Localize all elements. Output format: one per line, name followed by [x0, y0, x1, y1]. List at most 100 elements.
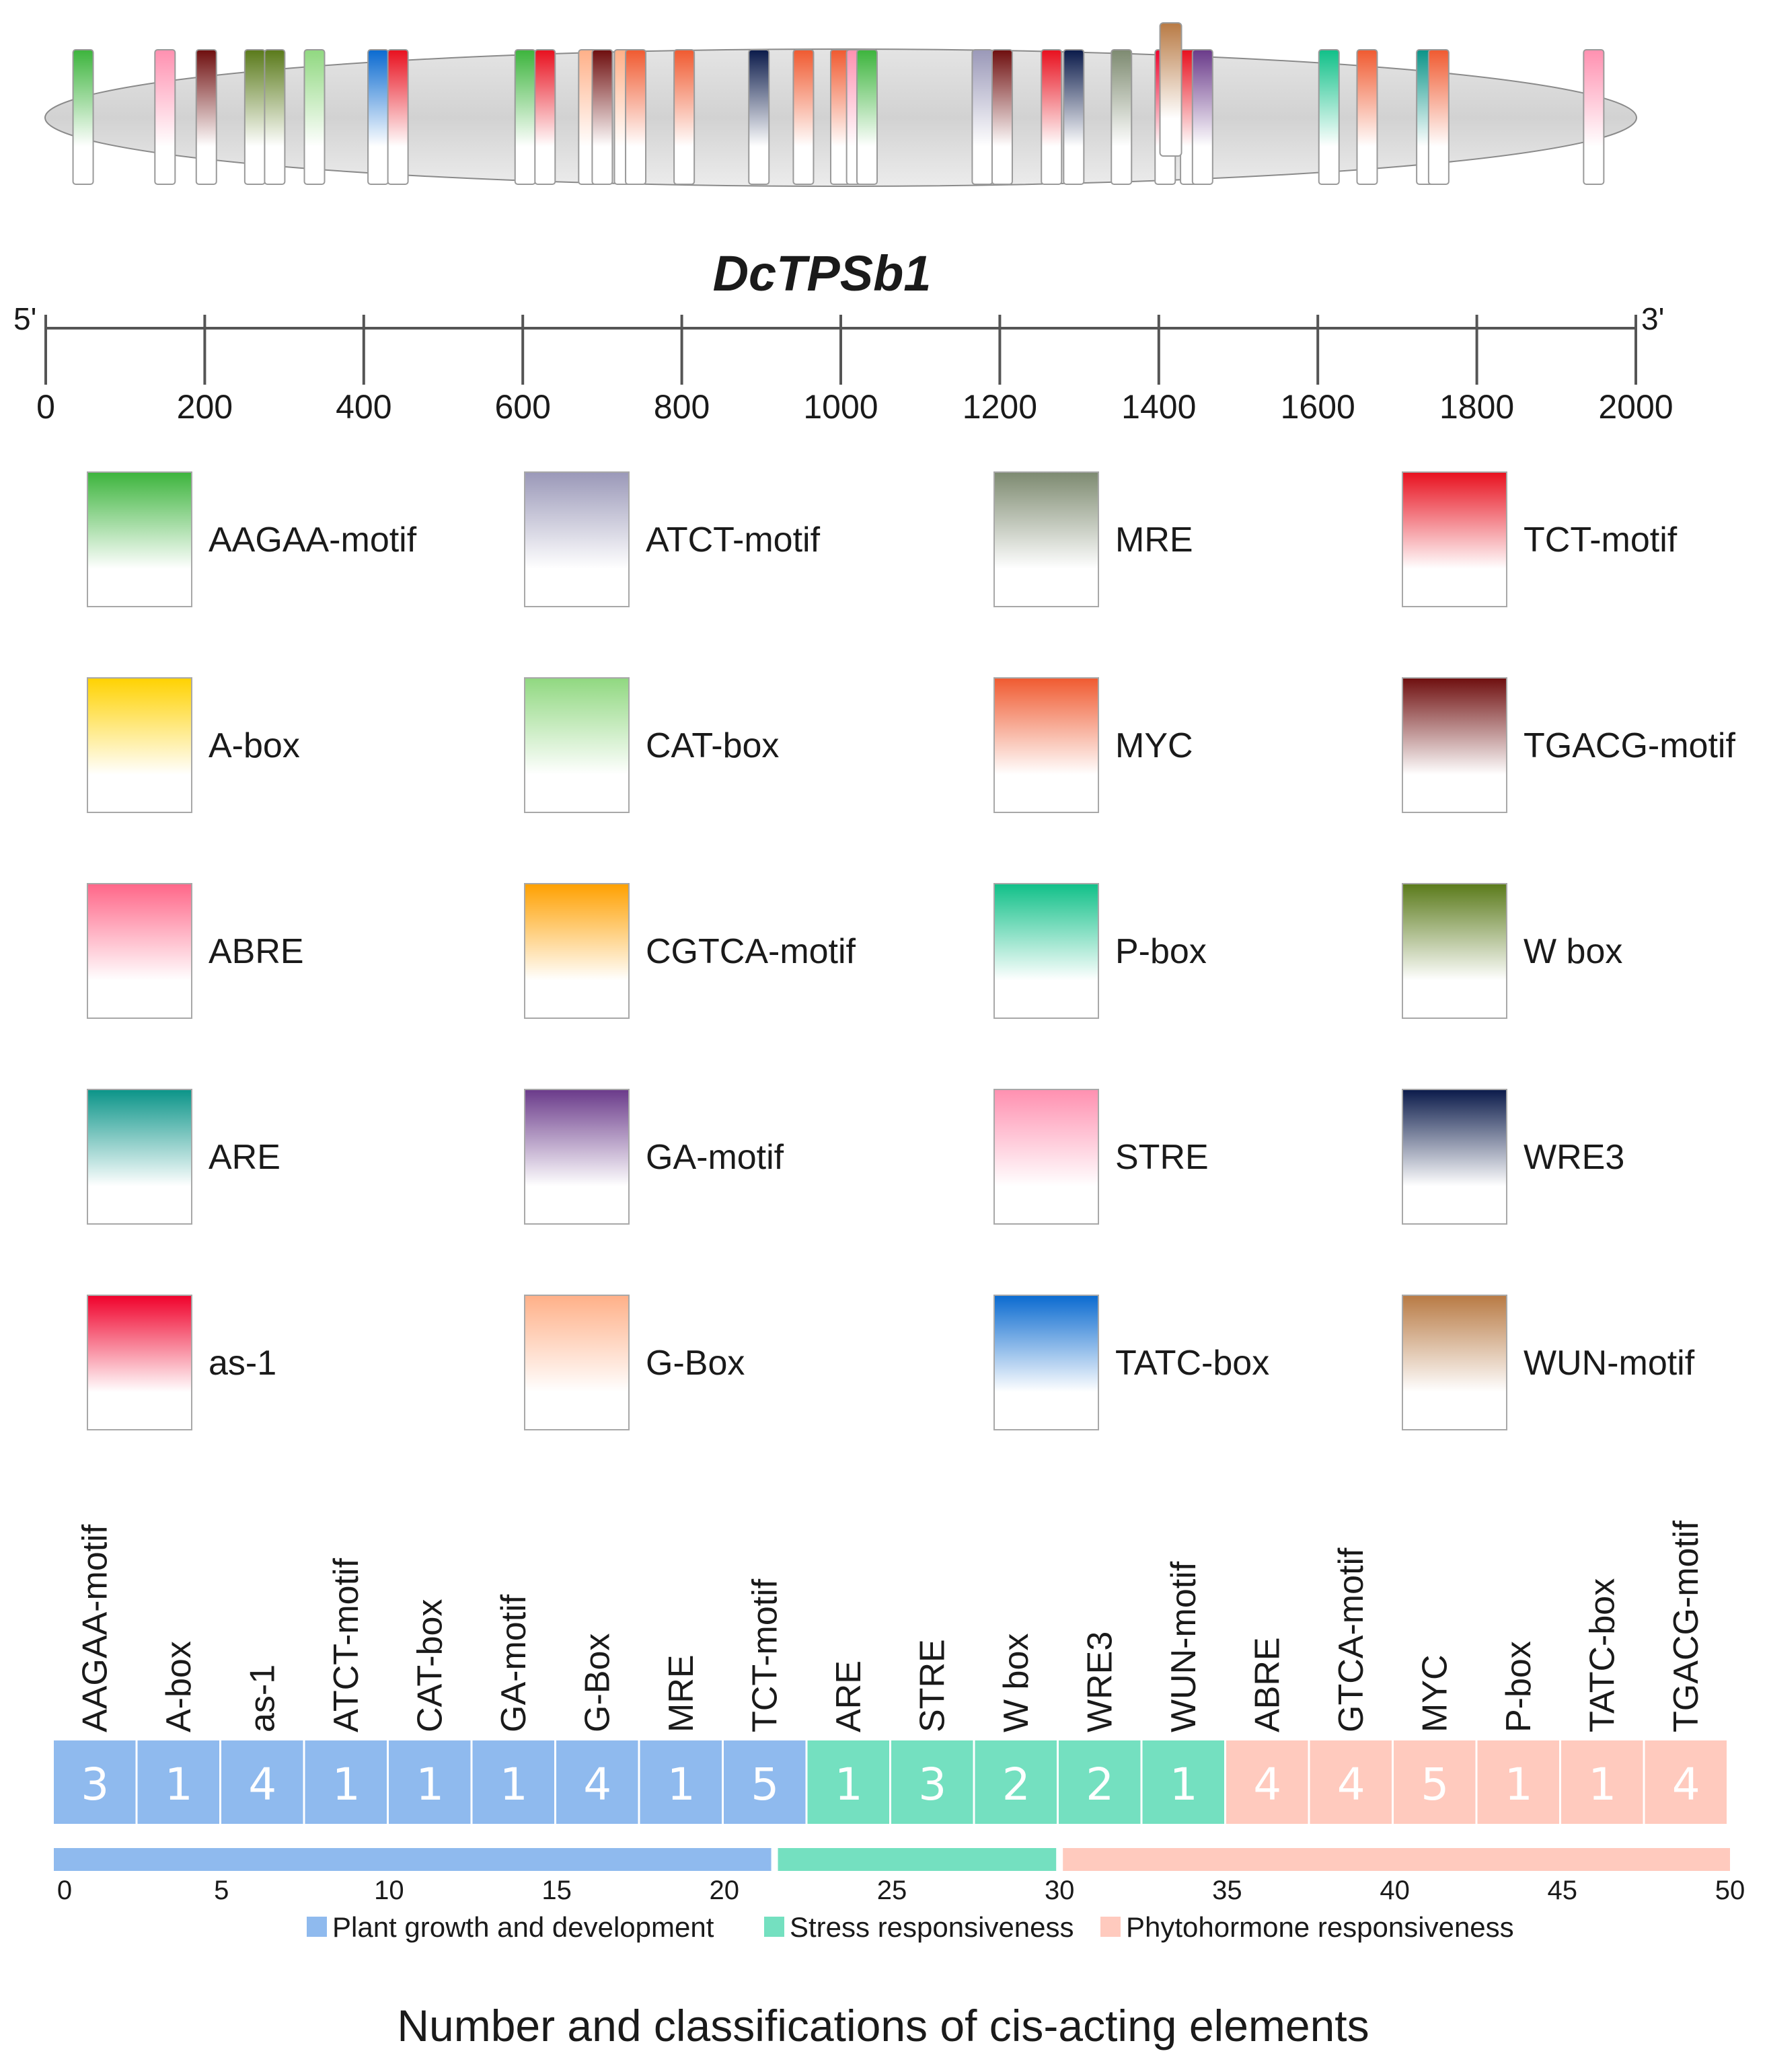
axis-tick-label: 2000: [1598, 388, 1673, 426]
legend-label: STRE: [1115, 1138, 1209, 1177]
legend-swatch: [87, 884, 192, 1018]
legend-label: ABRE: [209, 932, 304, 971]
element-marker-tct-motif: [1041, 50, 1061, 184]
legend-label: ATCT-motif: [646, 521, 821, 560]
legend-item-wun-motif: WUN-motif: [1402, 1295, 1695, 1430]
legend-label: MYC: [1115, 726, 1193, 765]
category-label: MYC: [1415, 1654, 1454, 1732]
legend-swatch: [1402, 884, 1507, 1018]
element-marker-myc: [793, 50, 813, 184]
category-label: GA-motif: [494, 1594, 533, 1732]
element-marker-wun-motif: [1160, 23, 1182, 156]
axis-tick-label: 1200: [963, 388, 1037, 426]
legend-swatch: [525, 678, 629, 812]
legend-label: GA-motif: [646, 1138, 784, 1177]
legend-item-myc: MYC: [994, 678, 1193, 812]
element-marker-tgacg-motif: [992, 50, 1012, 184]
count-value: 5: [751, 1759, 779, 1810]
element-marker-mre: [1111, 50, 1131, 184]
element-marker-w-box: [264, 50, 285, 184]
element-marker-atct-motif: [972, 50, 992, 184]
element-marker-ga-motif: [1193, 50, 1213, 184]
element-marker-w-box: [245, 50, 265, 184]
axis-tick-label: 800: [654, 388, 710, 426]
legend-swatch: [1402, 678, 1507, 812]
axis-tick-label: 1000: [803, 388, 878, 426]
element-marker-tgacg-motif: [196, 50, 217, 184]
legend-swatch: [87, 1295, 192, 1430]
gene-name: DcTPSb1: [713, 245, 932, 301]
count-value: 4: [248, 1759, 276, 1810]
legend-label: P-box: [1115, 932, 1207, 971]
element-legend: AAGAA-motif ATCT-motif MRE TCT-motif A-box CA…: [87, 472, 1735, 1430]
category-label: ABRE: [1248, 1637, 1287, 1732]
legend-swatch: [1402, 472, 1507, 607]
legend-label: TCT-motif: [1524, 521, 1678, 560]
category-label: STRE: [913, 1639, 952, 1732]
count-value: 3: [81, 1759, 109, 1810]
count-value: 4: [583, 1759, 611, 1810]
legend-label: A-box: [209, 726, 300, 765]
legend-label: CGTCA-motif: [646, 932, 856, 971]
count-value: 2: [1086, 1759, 1114, 1810]
element-marker-wre3: [1063, 50, 1084, 184]
legend-swatch: [525, 472, 629, 607]
element-marker-aagaa-motif: [73, 50, 93, 184]
class-label: Stress responsiveness: [790, 1911, 1074, 1943]
scale-tick-label: 5: [214, 1876, 229, 1905]
element-marker-aagaa-motif: [515, 50, 535, 184]
legend-label: AAGAA-motif: [209, 521, 417, 560]
legend-swatch: [1402, 1089, 1507, 1224]
scale-tick-label: 35: [1212, 1876, 1242, 1905]
legend-label: W box: [1524, 932, 1622, 971]
count-value: 4: [1253, 1759, 1281, 1810]
class-bar-growth: [54, 1848, 772, 1871]
element-marker-tct-motif: [535, 50, 555, 184]
element-marker-myc: [1429, 50, 1449, 184]
legend-swatch: [525, 1089, 629, 1224]
class-bar-hormone: [1063, 1848, 1730, 1871]
category-label: AAGAA-motif: [75, 1524, 114, 1732]
legend-label: MRE: [1115, 521, 1193, 560]
category-label: WRE3: [1080, 1632, 1119, 1732]
position-axis: 5' 3' 0 200 400 600 800 1000 1200 1400 1600 1800 2…: [13, 301, 1674, 426]
category-label: WUN-motif: [1164, 1561, 1203, 1732]
legend-item-g-box: G-Box: [525, 1295, 745, 1430]
count-value: 4: [1337, 1759, 1365, 1810]
legend-swatch: [87, 678, 192, 812]
class-label: Plant growth and development: [332, 1911, 714, 1943]
legend-swatch: [994, 884, 1098, 1018]
class-bar-stress: [778, 1848, 1057, 1871]
legend-item-ga-motif: GA-motif: [525, 1089, 784, 1224]
element-marker-myc: [1357, 50, 1377, 184]
category-label: ARE: [829, 1660, 868, 1732]
legend-swatch: [525, 884, 629, 1018]
category-label: TCT-motif: [745, 1578, 784, 1732]
class-legend-item-hormone: Phytohormone responsiveness: [1100, 1911, 1514, 1943]
element-marker-tct-motif: [388, 50, 408, 184]
scale-tick-label: 45: [1548, 1876, 1578, 1905]
element-marker-tgacg-motif: [592, 50, 612, 184]
legend-swatch: [994, 472, 1098, 607]
axis-tick-label: 1800: [1439, 388, 1514, 426]
count-value: 1: [667, 1759, 695, 1810]
class-legend-item-growth: Plant growth and development: [307, 1911, 714, 1943]
promoter-map: [45, 23, 1637, 186]
chart-title: Number and classifications of cis-acting…: [397, 2001, 1369, 2050]
legend-label: ARE: [209, 1138, 280, 1177]
legend-item-tct-motif: TCT-motif: [1402, 472, 1678, 607]
category-label: W box: [997, 1634, 1036, 1732]
legend-label: WRE3: [1524, 1138, 1624, 1177]
legend-swatch: [994, 1089, 1098, 1224]
class-legend-item-stress: Stress responsiveness: [764, 1911, 1074, 1943]
legend-item-abre: ABRE: [87, 884, 304, 1018]
class-swatch: [307, 1917, 327, 1937]
legend-swatch: [87, 1089, 192, 1224]
legend-label: CAT-box: [646, 726, 779, 765]
category-label: ATCT-motif: [327, 1558, 366, 1732]
legend-label: G-Box: [646, 1344, 745, 1383]
legend-swatch: [994, 678, 1098, 812]
category-label: P-box: [1499, 1641, 1538, 1732]
scale-tick-label: 15: [541, 1876, 572, 1905]
